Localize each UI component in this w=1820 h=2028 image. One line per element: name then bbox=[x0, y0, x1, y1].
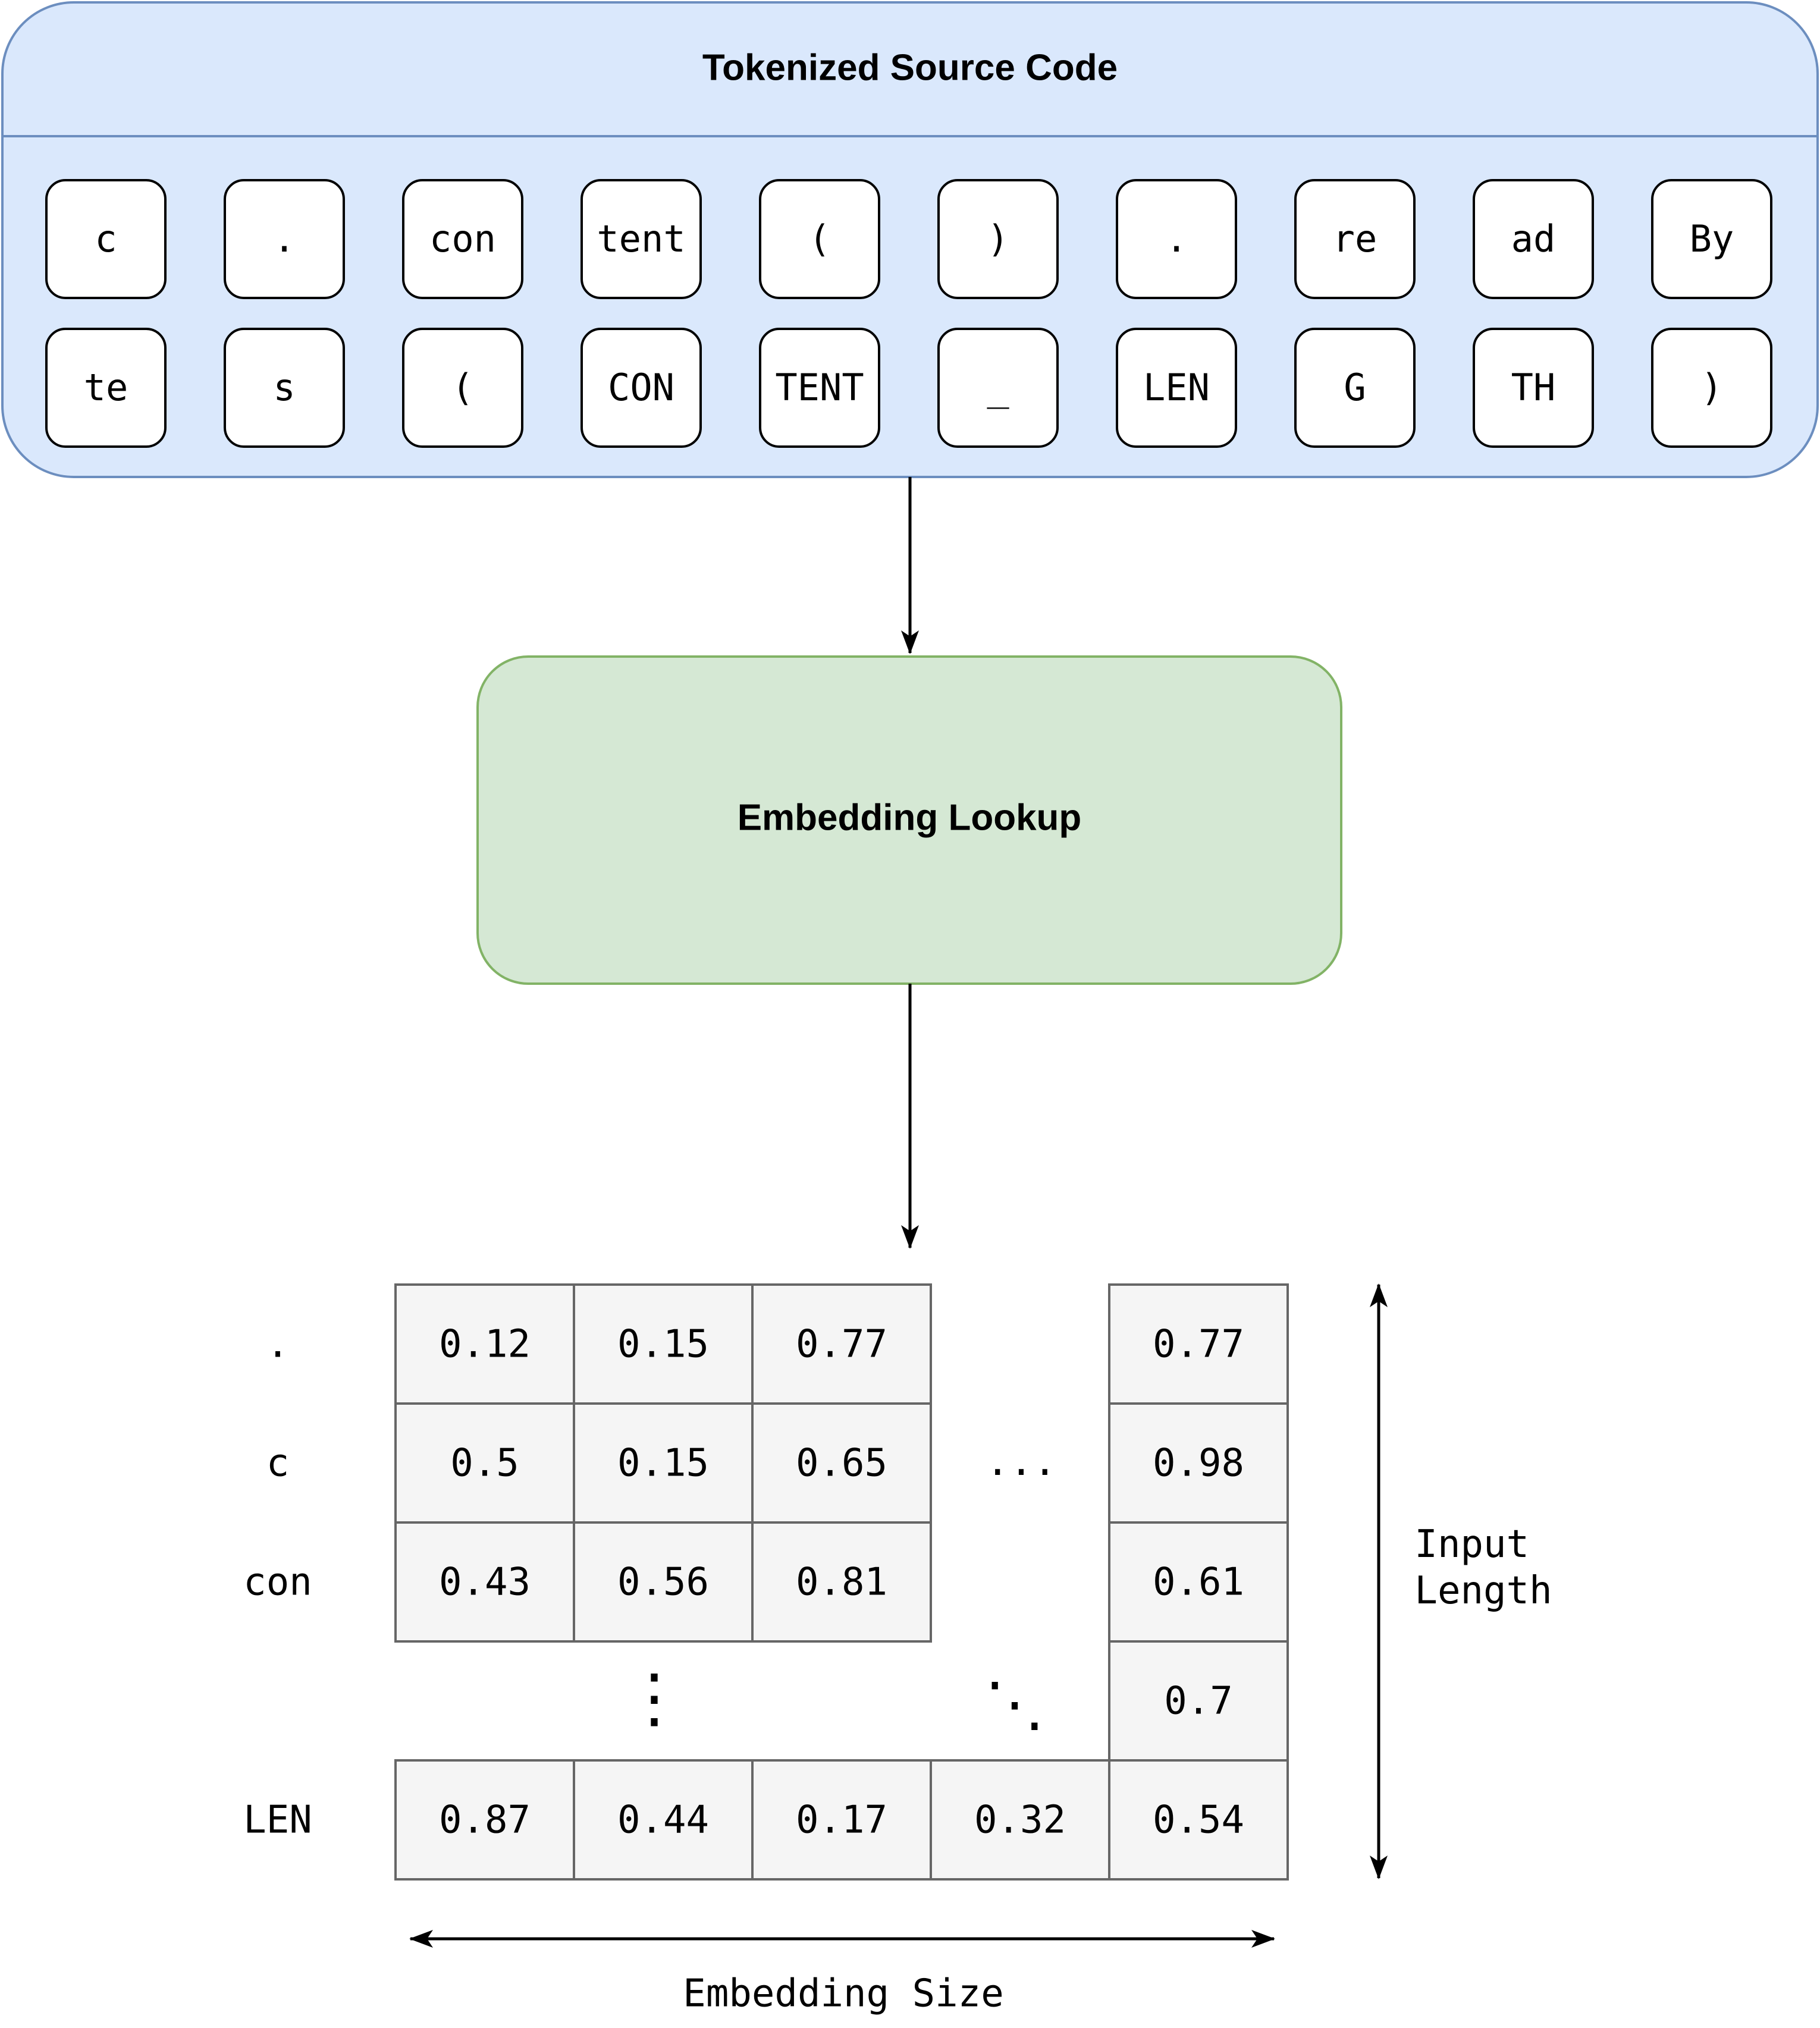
vertical-ellipsis: ⋮ bbox=[622, 1659, 687, 1735]
matrix-cell: 0.15 bbox=[573, 1283, 754, 1405]
token-text: By bbox=[1690, 217, 1734, 260]
token-box: ( bbox=[759, 179, 880, 299]
diagonal-ellipsis: ⋱ bbox=[985, 1669, 1044, 1738]
matrix-cell-value: 0.87 bbox=[439, 1798, 531, 1842]
source-panel: Tokenized Source Code c. con tent (). re ad By… bbox=[1, 1, 1819, 478]
matrix-cell: 0.77 bbox=[751, 1283, 932, 1405]
matrix-cell: 0.87 bbox=[394, 1759, 575, 1881]
source-panel-title: Tokenized Source Code bbox=[702, 47, 1118, 88]
matrix-cell: 0.54 bbox=[1108, 1759, 1289, 1881]
token-box: ) bbox=[1651, 328, 1772, 448]
matrix-cell: 0.15 bbox=[573, 1402, 754, 1524]
matrix-row-label: c bbox=[266, 1442, 290, 1486]
horizontal-ellipsis: ... bbox=[986, 1439, 1056, 1484]
input-length-label-line1: Input bbox=[1414, 1522, 1529, 1566]
token-text: TH bbox=[1511, 366, 1556, 409]
token-text: ) bbox=[1700, 366, 1722, 409]
matrix-cell-value: 0.65 bbox=[796, 1442, 887, 1486]
token-box: re bbox=[1294, 179, 1416, 299]
token-text: TENT bbox=[775, 366, 864, 409]
matrix-cell-value: 0.15 bbox=[617, 1442, 709, 1486]
matrix-cell: 0.12 bbox=[394, 1283, 575, 1405]
token-box: . bbox=[224, 179, 345, 299]
token-text: ad bbox=[1511, 217, 1556, 260]
token-box: te bbox=[45, 328, 167, 448]
matrix-cell-value: 0.5 bbox=[450, 1442, 519, 1486]
token-text: LEN bbox=[1143, 366, 1210, 409]
matrix-cell: 0.17 bbox=[751, 1759, 932, 1881]
token-text: . bbox=[273, 217, 295, 260]
matrix-cell-value: 0.43 bbox=[439, 1561, 531, 1605]
input-length-label-line2: Length bbox=[1414, 1569, 1552, 1613]
matrix-cell: 0.44 bbox=[573, 1759, 754, 1881]
matrix-cell-value: 0.77 bbox=[1153, 1323, 1244, 1367]
matrix-cell: 0.81 bbox=[751, 1521, 932, 1643]
matrix-row-label: . bbox=[266, 1323, 290, 1367]
embedding-lookup-label: Embedding Lookup bbox=[738, 797, 1082, 838]
matrix-cell: 0.5 bbox=[394, 1402, 575, 1524]
token-box: By bbox=[1651, 179, 1772, 299]
embedding-matrix: 0.12 0.15 0.77 0.77 0.5 0.15 0.65 0.98 0.43 0.56 0… bbox=[394, 1283, 1289, 1881]
matrix-cell: 0.65 bbox=[751, 1402, 932, 1524]
token-box: con bbox=[402, 179, 523, 299]
matrix-cell: 0.61 bbox=[1108, 1521, 1289, 1643]
matrix-cell-value: 0.54 bbox=[1153, 1798, 1244, 1842]
token-text: te bbox=[84, 366, 128, 409]
token-grid: c. con tent (). re ad By te s ( CON TENT _ LEN G TH) bbox=[45, 179, 1772, 448]
token-text: c bbox=[95, 217, 117, 260]
matrix-cell-value: 0.15 bbox=[617, 1323, 709, 1367]
matrix-cell-value: 0.7 bbox=[1164, 1679, 1233, 1724]
matrix-cell: 0.77 bbox=[1108, 1283, 1289, 1405]
token-box: ad bbox=[1473, 179, 1594, 299]
token-box: ) bbox=[937, 179, 1059, 299]
matrix-cell-value: 0.17 bbox=[796, 1798, 887, 1842]
token-text: CON bbox=[608, 366, 674, 409]
matrix-cell-value: 0.98 bbox=[1153, 1442, 1244, 1486]
embedding-lookup: Embedding Lookup bbox=[476, 655, 1342, 985]
matrix-cell-value: 0.81 bbox=[796, 1561, 887, 1605]
matrix-cell-value: 0.61 bbox=[1153, 1561, 1244, 1605]
matrix-row-label: LEN bbox=[243, 1798, 312, 1842]
input-length-label: Input Length bbox=[1414, 1522, 1552, 1613]
token-text: con bbox=[429, 217, 496, 260]
token-text: G bbox=[1344, 366, 1366, 409]
matrix-cell-value: 0.56 bbox=[617, 1561, 709, 1605]
token-text: _ bbox=[987, 366, 1009, 409]
token-text: ( bbox=[451, 366, 473, 409]
matrix-row-labels: . c con LEN bbox=[243, 1323, 312, 1842]
matrix-row-label: con bbox=[243, 1561, 312, 1605]
matrix-cell: 0.98 bbox=[1108, 1402, 1289, 1524]
token-box: . bbox=[1116, 179, 1237, 299]
matrix-cell: 0.43 bbox=[394, 1521, 575, 1643]
token-text: s bbox=[273, 366, 295, 409]
matrix-cell-value: 0.12 bbox=[439, 1323, 531, 1367]
token-box: LEN bbox=[1116, 328, 1237, 448]
embedding-size-label: Embedding Size bbox=[683, 1972, 1003, 2016]
token-box: TH bbox=[1473, 328, 1594, 448]
token-box: CON bbox=[580, 328, 702, 448]
matrix-cell-value: 0.32 bbox=[974, 1798, 1066, 1842]
token-text: ) bbox=[987, 217, 1009, 260]
token-text: tent bbox=[597, 217, 685, 260]
token-box: s bbox=[224, 328, 345, 448]
matrix-cell: 0.7 bbox=[1108, 1640, 1289, 1762]
token-box: G bbox=[1294, 328, 1416, 448]
token-box: TENT bbox=[759, 328, 880, 448]
token-box: tent bbox=[580, 179, 702, 299]
matrix-cell-value: 0.77 bbox=[796, 1323, 887, 1367]
matrix-cell: 0.56 bbox=[573, 1521, 754, 1643]
matrix-cell-value: 0.44 bbox=[617, 1798, 709, 1842]
token-text: ( bbox=[808, 217, 830, 260]
token-box: _ bbox=[937, 328, 1059, 448]
token-text: re bbox=[1333, 217, 1377, 260]
token-box: c bbox=[45, 179, 167, 299]
matrix-cell: 0.32 bbox=[930, 1759, 1110, 1881]
token-box: ( bbox=[402, 328, 523, 448]
token-text: . bbox=[1165, 217, 1187, 260]
